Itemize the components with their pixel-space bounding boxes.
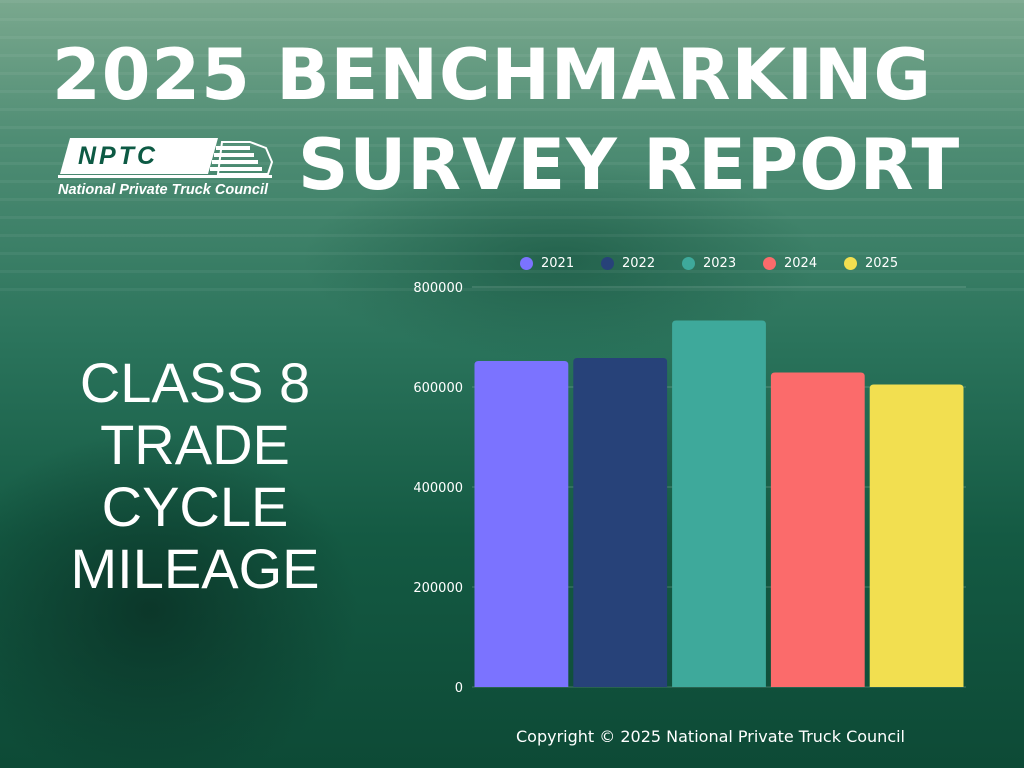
chart-legend: 2021 2022 2023 2024 2025 [520,253,925,273]
legend-item-2023: 2023 [682,253,763,273]
legend-label: 2022 [622,255,656,271]
bar-2021 [474,361,569,687]
legend-label: 2024 [784,255,818,271]
background-blur [0,430,360,768]
truck-logo-icon [58,138,274,178]
nptc-logo: NPTC National Private Truck Council [58,134,280,204]
legend-dot-icon [844,256,857,270]
chart-subject-line: MILEAGE [70,537,320,600]
legend-label: 2025 [865,255,899,271]
chart-subject-line: TRADE [100,413,290,476]
legend-dot-icon [601,256,614,270]
y-tick-label: 0 [455,681,463,696]
legend-dot-icon [763,256,776,270]
logo-abbreviation: NPTC [78,142,159,170]
chart-subject-line: CLASS 8 [79,351,311,414]
legend-item-2025: 2025 [844,253,925,273]
y-tick-label: 600000 [413,381,463,396]
bar-2024 [770,372,865,687]
bar-2022 [573,358,668,687]
legend-label: 2021 [541,255,575,271]
legend-label: 2023 [703,255,737,271]
y-tick-label: 200000 [413,581,463,596]
chart-subject-title: CLASS 8 TRADE CYCLE MILEAGE [30,352,360,600]
legend-dot-icon [520,256,533,270]
y-tick-label: 800000 [413,281,463,296]
legend-dot-icon [682,256,695,270]
report-title-line-2: SURVEY REPORT [298,124,961,206]
legend-item-2022: 2022 [601,253,682,273]
legend-item-2021: 2021 [520,253,601,273]
bar-2023 [672,320,766,687]
chart-subject-line: CYCLE [101,475,289,538]
y-tick-label: 400000 [413,481,463,496]
report-title-line-1: 2025 BENCHMARKING [52,34,932,116]
copyright-notice: Copyright © 2025 National Private Truck … [516,727,905,746]
bar-2025 [869,384,964,687]
legend-item-2024: 2024 [763,253,844,273]
logo-organization-name: National Private Truck Council [58,182,269,198]
